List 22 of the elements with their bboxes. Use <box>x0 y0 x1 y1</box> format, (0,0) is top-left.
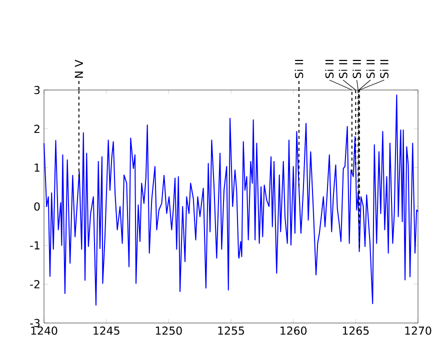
ref-line-label: Si II <box>366 60 375 78</box>
ref-line-label: Si II <box>294 60 304 78</box>
y-tick-label: 1 <box>34 164 40 172</box>
x-tick-label: 1240 <box>31 326 58 335</box>
y-tick-label: 0 <box>34 202 40 211</box>
x-tick-label: 1270 <box>405 326 432 335</box>
y-tick-label: 2 <box>34 124 40 133</box>
ref-line-label: N V <box>74 60 83 78</box>
y-tick-label: 3 <box>34 86 40 94</box>
ref-line-label: Si II <box>338 60 348 78</box>
y-tick-label: -1 <box>30 241 40 250</box>
x-tick-label: 1255 <box>218 326 244 335</box>
y-tick-label: -3 <box>30 318 40 328</box>
x-tick-label: 1265 <box>342 326 369 335</box>
x-tick-label: 1250 <box>156 326 182 335</box>
x-tick-label: 1245 <box>94 326 120 335</box>
x-tick-label: 1260 <box>280 326 307 335</box>
ref-line-label: Si II <box>380 60 388 78</box>
y-tick-label: -2 <box>30 280 40 288</box>
ref-line-label: Si II <box>325 60 334 78</box>
line-series <box>44 94 418 306</box>
ref-line-label: Si II <box>352 60 362 78</box>
